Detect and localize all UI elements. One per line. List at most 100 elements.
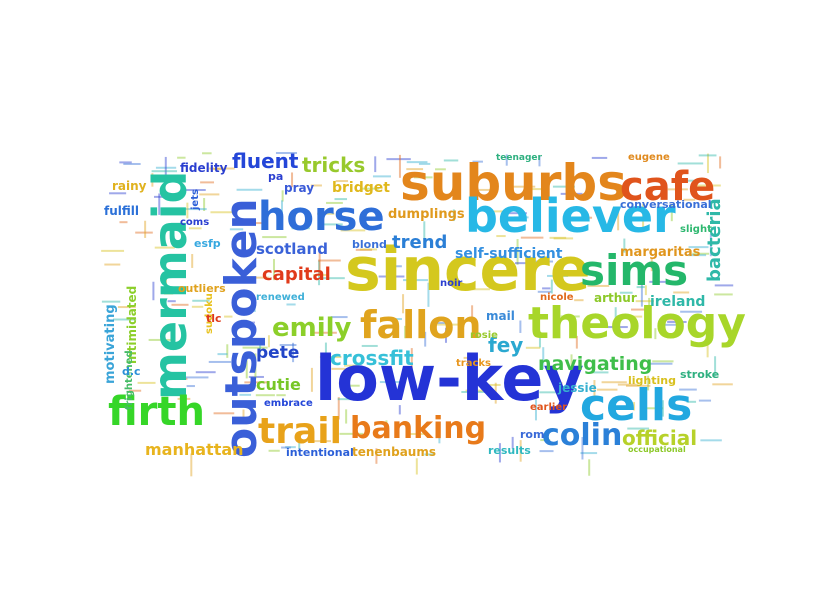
filler-word-mark <box>226 344 229 358</box>
filler-word-mark <box>406 161 428 164</box>
filler-word-mark <box>605 326 628 329</box>
filler-word-mark <box>427 282 430 307</box>
filler-word-mark <box>137 381 156 384</box>
filler-word-mark <box>540 439 551 442</box>
filler-word-mark <box>402 294 405 314</box>
filler-word-mark <box>465 258 476 261</box>
filler-word-mark <box>386 158 411 161</box>
word-60: fidelity <box>180 161 228 175</box>
filler-word-mark <box>177 397 191 400</box>
filler-word-mark <box>101 300 121 303</box>
filler-word-mark <box>361 344 378 347</box>
filler-word-mark <box>640 283 643 307</box>
filler-word-mark <box>581 437 584 460</box>
word-52: earlier <box>530 402 567 413</box>
word-43: lighting <box>628 374 676 387</box>
word-15: colin <box>542 418 622 453</box>
word-18: crossfit <box>330 346 414 370</box>
filler-word-mark <box>345 409 348 424</box>
filler-word-mark <box>670 203 673 222</box>
filler-word-mark <box>403 279 429 282</box>
filler-word-mark <box>413 176 433 179</box>
filler-word-mark <box>404 325 407 339</box>
filler-word-mark <box>542 287 551 290</box>
word-14: banking <box>350 411 486 446</box>
filler-word-mark <box>677 162 704 165</box>
word-20: fluent <box>232 149 299 173</box>
filler-word-mark <box>330 316 348 319</box>
filler-word-mark <box>355 248 373 251</box>
filler-word-mark <box>272 258 275 281</box>
filler-word-mark <box>640 407 664 410</box>
filler-word-mark <box>528 188 546 191</box>
filler-word-mark <box>538 156 541 167</box>
word-33: intimidated <box>125 286 139 364</box>
filler-word-mark <box>606 186 616 189</box>
filler-word-mark <box>625 384 651 387</box>
filler-word-mark <box>472 160 483 163</box>
filler-word-mark <box>359 187 380 190</box>
word-5: mermaid <box>143 171 197 400</box>
word-26: cutie <box>256 375 301 394</box>
filler-word-mark <box>203 198 206 211</box>
filler-word-mark <box>217 353 228 356</box>
filler-word-mark <box>542 347 545 370</box>
filler-word-mark <box>398 405 401 415</box>
filler-word-mark <box>281 190 284 202</box>
filler-word-mark <box>706 153 709 174</box>
filler-word-mark <box>409 432 426 435</box>
word-41: arthur <box>594 291 637 305</box>
filler-word-mark <box>706 345 709 358</box>
filler-word-mark <box>164 156 167 179</box>
filler-word-mark <box>692 252 710 255</box>
word-19: navigating <box>538 353 652 375</box>
word-57: blond <box>352 238 387 251</box>
filler-word-mark <box>688 246 709 249</box>
filler-word-mark <box>208 360 232 363</box>
filler-word-mark <box>279 344 297 347</box>
filler-word-mark <box>254 353 257 380</box>
word-53: nicole <box>540 292 574 303</box>
filler-word-mark <box>700 439 722 442</box>
filler-word-mark <box>452 209 455 222</box>
filler-word-mark <box>359 248 378 251</box>
filler-word-mark <box>317 212 335 215</box>
filler-word-mark <box>379 381 405 384</box>
filler-word-mark <box>209 167 235 170</box>
filler-word-mark <box>186 385 195 388</box>
filler-word-mark <box>101 249 125 252</box>
word-65: sudoku <box>204 293 215 334</box>
filler-word-mark <box>649 280 670 283</box>
filler-word-mark <box>438 427 441 444</box>
filler-word-mark <box>200 181 215 184</box>
filler-word-mark <box>128 389 142 392</box>
filler-word-mark <box>437 323 459 326</box>
filler-word-mark <box>647 362 673 365</box>
word-29: manhattan <box>145 440 244 459</box>
filler-word-mark <box>667 188 688 191</box>
filler-word-mark <box>291 227 310 230</box>
filler-word-mark <box>588 459 591 476</box>
filler-word-mark <box>181 208 207 211</box>
filler-word-mark <box>326 201 343 204</box>
filler-word-mark <box>661 400 664 417</box>
filler-word-mark <box>627 427 650 430</box>
word-63: coms <box>180 217 209 228</box>
filler-word-mark <box>255 394 275 397</box>
filler-word-mark <box>635 300 654 303</box>
filler-word-mark <box>177 156 186 159</box>
filler-word-mark <box>534 394 537 421</box>
filler-word-mark <box>337 398 363 401</box>
filler-word-mark <box>285 446 296 449</box>
filler-word-mark <box>663 318 676 321</box>
word-42: jessie <box>557 381 597 395</box>
filler-word-mark <box>144 220 147 238</box>
filler-word-mark <box>519 320 522 333</box>
filler-word-mark <box>268 449 280 452</box>
filler-word-mark <box>654 328 657 340</box>
filler-word-mark <box>630 315 643 318</box>
filler-word-mark <box>151 173 154 187</box>
filler-word-mark <box>508 175 511 194</box>
filler-word-mark <box>119 161 132 164</box>
